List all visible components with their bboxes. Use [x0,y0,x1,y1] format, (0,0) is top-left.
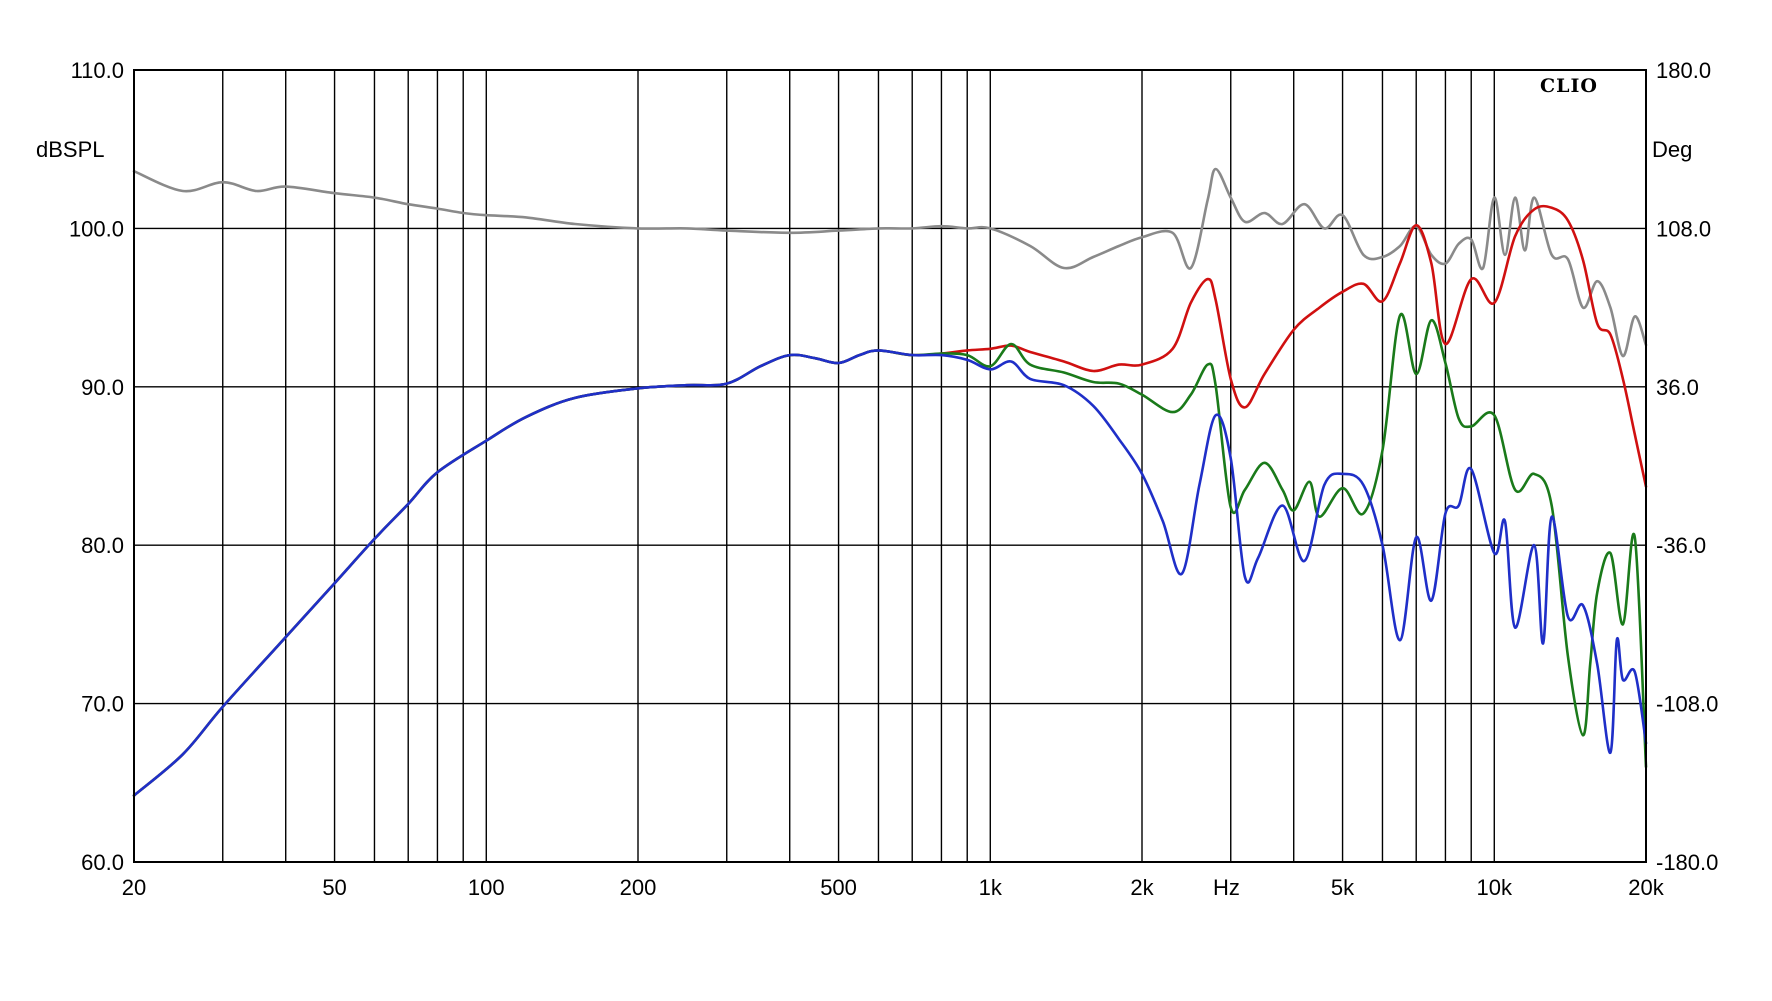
grid [133,69,1647,863]
left-tick-label: 80.0 [81,533,124,558]
right-axis-ticks: 180.0 108.0 36.0 -36.0 -108.0 -180.0 [1656,58,1718,875]
x-axis-label: Hz [1213,875,1240,900]
series-group [132,167,1648,797]
left-axis-label: dBSPL [36,137,105,162]
right-tick-label: 36.0 [1656,375,1699,400]
left-tick-label: 100.0 [69,216,124,241]
x-tick-label: 200 [620,875,657,900]
left-tick-label: 60.0 [81,850,124,875]
series-red-line [132,204,1648,797]
plot-frame [133,69,1647,863]
right-tick-label: -108.0 [1656,692,1718,717]
x-tick-label: 2k [1130,875,1154,900]
right-tick-label: 108.0 [1656,216,1711,241]
x-tick-label: 10k [1477,875,1513,900]
x-tick-label: 20k [1628,875,1664,900]
x-tick-label: 100 [468,875,505,900]
right-tick-label: -180.0 [1656,850,1718,875]
x-tick-label: 1k [979,875,1003,900]
series-gray-phase-line [132,167,1648,358]
left-tick-label: 90.0 [81,375,124,400]
x-axis-ticks: 20 50 100 200 500 1k 2k 5k 10k 20k [122,875,1665,900]
left-tick-label: 70.0 [81,692,124,717]
x-tick-label: 5k [1331,875,1355,900]
x-tick-label: 20 [122,875,146,900]
right-tick-label: 180.0 [1656,58,1711,83]
series-blue-line [132,349,1648,797]
x-tick-label: 50 [322,875,346,900]
right-axis-label: Deg [1652,137,1692,162]
left-tick-label: 110.0 [71,58,124,83]
right-tick-label: -36.0 [1656,533,1706,558]
x-tick-label: 500 [820,875,857,900]
left-axis-ticks: 110.0 100.0 90.0 80.0 70.0 60.0 [69,58,124,875]
brand-logo-clio: CLIO [1540,75,1598,97]
